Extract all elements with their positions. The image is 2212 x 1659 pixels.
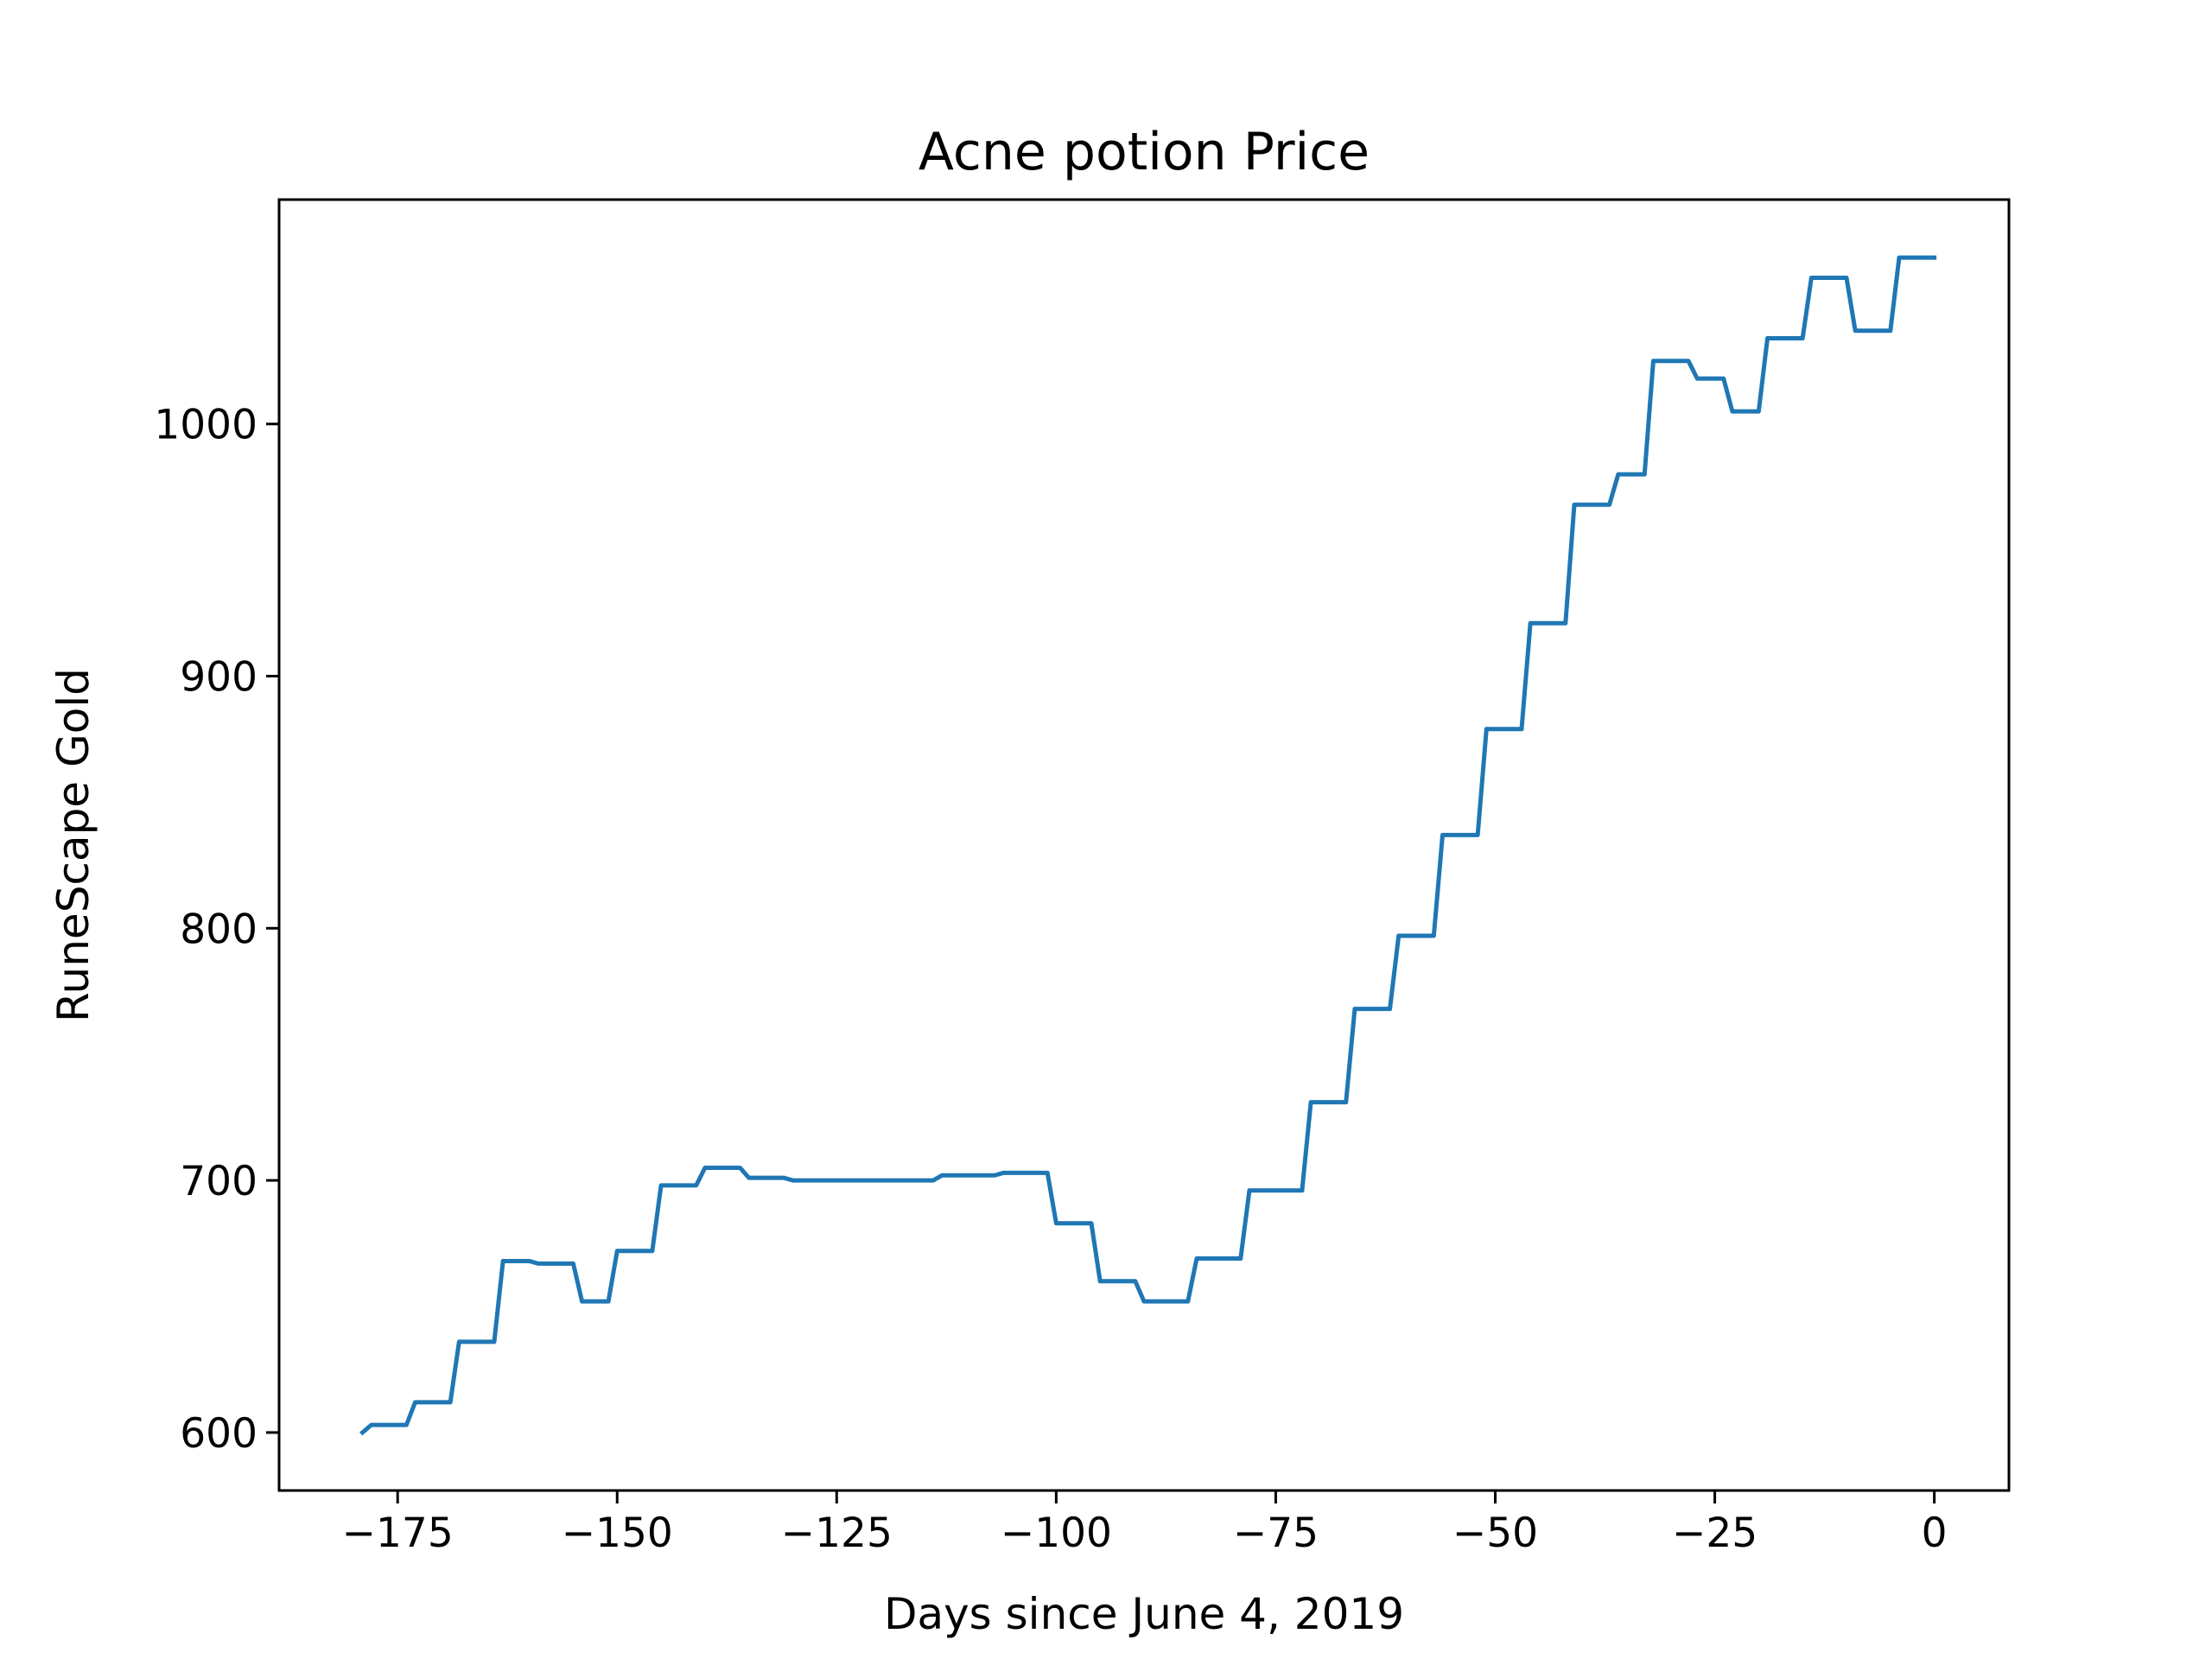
y-tick-label: 900 [180, 653, 257, 701]
chart-title: Acne potion Price [918, 122, 1370, 182]
x-tick-label: −100 [1001, 1510, 1112, 1557]
series-line-0 [359, 255, 1937, 1436]
x-axis-label: Days since June 4, 2019 [884, 1589, 1404, 1639]
y-tick-label: 800 [180, 906, 257, 953]
y-tick-label: 600 [180, 1410, 257, 1458]
x-tick-label: −175 [342, 1510, 454, 1557]
x-tick-label: −75 [1233, 1510, 1319, 1557]
x-tick-label: −125 [781, 1510, 893, 1557]
x-tick-label: 0 [1922, 1510, 1948, 1557]
y-axis-label: RuneScape Gold [48, 668, 99, 1022]
y-tick-label: 700 [180, 1158, 257, 1205]
x-tick-label: −50 [1452, 1510, 1538, 1557]
x-tick-label: −25 [1672, 1510, 1758, 1557]
axes-frame [277, 198, 2011, 1492]
series-layer [359, 255, 1937, 1436]
x-axis: −175 −150 −125 −100 −75 −50 −25 0 [342, 1491, 1948, 1557]
y-tick-label: 1000 [154, 402, 257, 449]
x-tick-label: −150 [562, 1510, 673, 1557]
plot-area [277, 198, 2011, 1492]
y-axis: 600 700 800 900 1000 [154, 402, 279, 1458]
